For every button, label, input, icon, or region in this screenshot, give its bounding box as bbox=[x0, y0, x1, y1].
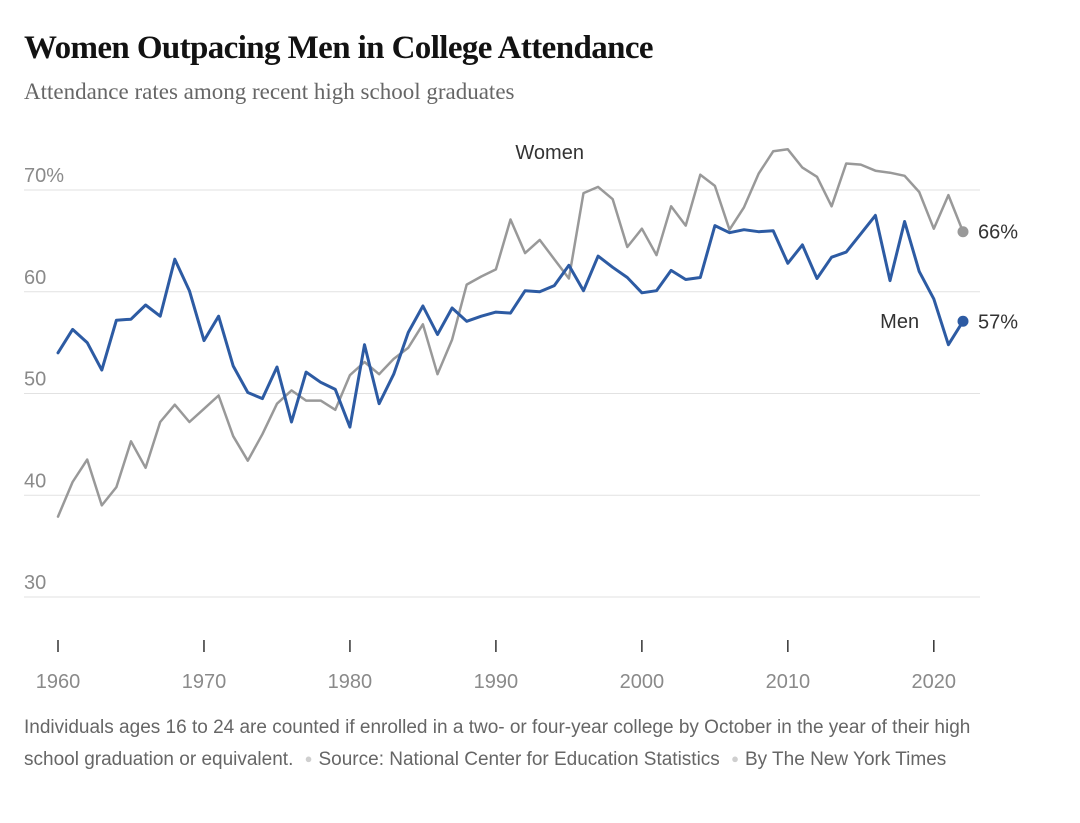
series-label-men: Men bbox=[880, 311, 919, 333]
x-tick-label-2010: 2010 bbox=[766, 671, 811, 693]
chart-footnote: Individuals ages 16 to 24 are counted if… bbox=[24, 712, 1024, 775]
x-tick-label-1990: 1990 bbox=[474, 671, 519, 693]
y-tick-label-70: 70% bbox=[24, 165, 64, 187]
chart-title: Women Outpacing Men in College Attendanc… bbox=[24, 30, 654, 66]
chart-subtitle: Attendance rates among recent high schoo… bbox=[24, 79, 515, 104]
y-tick-label-30: 30 bbox=[24, 572, 46, 594]
x-tick-label-1980: 1980 bbox=[328, 671, 373, 693]
footnote-text: Individuals ages 16 to 24 are counted if… bbox=[24, 717, 971, 770]
series-label-women: Women bbox=[515, 142, 584, 164]
end-label-men: 57% bbox=[978, 311, 1018, 333]
line-chart: 30 40 50 60 70% 1960 1970 1980 1990 2000 2010 2020 6… bbox=[24, 142, 1018, 693]
series-line-men bbox=[56, 213, 965, 429]
y-tick-label-40: 40 bbox=[24, 470, 46, 492]
separator-dot-icon: ● bbox=[731, 751, 739, 766]
source-text: Source: National Center for Education St… bbox=[318, 749, 720, 770]
y-tick-label-50: 50 bbox=[24, 369, 46, 391]
end-point-women bbox=[957, 226, 969, 238]
x-tick-label-2000: 2000 bbox=[620, 671, 665, 693]
x-tick-label-2020: 2020 bbox=[912, 671, 957, 693]
credit-text: By The New York Times bbox=[744, 749, 947, 770]
x-tick-label-1970: 1970 bbox=[182, 671, 227, 693]
separator-dot-icon: ● bbox=[304, 751, 313, 766]
x-tick-label-1960: 1960 bbox=[36, 671, 81, 693]
end-point-men bbox=[957, 315, 969, 327]
y-tick-label-60: 60 bbox=[24, 267, 46, 289]
series-line-women bbox=[56, 148, 965, 518]
end-label-women: 66% bbox=[978, 222, 1018, 244]
